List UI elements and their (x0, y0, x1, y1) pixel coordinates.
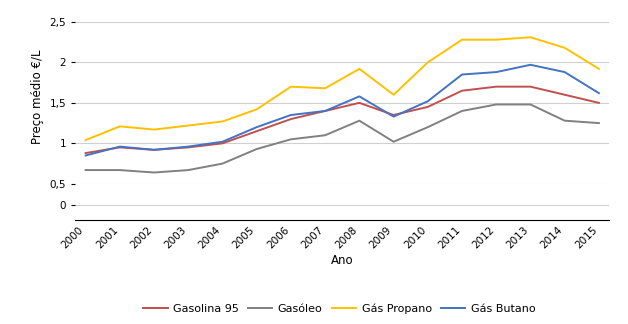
Line: Gasolina 95: Gasolina 95 (85, 87, 599, 153)
Gás Propano (219, 120, 226, 123)
Gasolina 95 (219, 141, 226, 145)
Gás Propano (595, 67, 603, 71)
Gás Propano (527, 35, 534, 39)
Gás Propano (561, 46, 568, 50)
Line: Gás Butano: Gás Butano (85, 65, 599, 156)
Gasóleo (287, 137, 295, 141)
Gasóleo (253, 147, 261, 151)
X-axis label: Ano: Ano (331, 254, 354, 267)
Gás Butano (322, 109, 329, 113)
Gasolina 95 (82, 151, 89, 155)
Gás Propano (390, 93, 398, 97)
Gasóleo (185, 168, 192, 172)
Gasóleo (82, 168, 89, 172)
Gasolina 95 (116, 145, 124, 149)
Gás Propano (458, 38, 466, 41)
Gasolina 95 (150, 148, 158, 152)
Gasolina 95 (595, 101, 603, 105)
Gasolina 95 (561, 93, 568, 97)
Gás Butano (492, 70, 500, 74)
Gás Propano (150, 128, 158, 132)
Gás Butano (185, 145, 192, 148)
Gasóleo (561, 119, 568, 122)
Gasolina 95 (253, 129, 261, 133)
Gás Propano (185, 123, 192, 127)
Gasóleo (322, 133, 329, 137)
Gás Butano (253, 125, 261, 129)
Gasolina 95 (458, 89, 466, 93)
Y-axis label: Preço médio €/L: Preço médio €/L (31, 50, 44, 144)
Line: Gás Propano: Gás Propano (85, 37, 599, 140)
Gás Butano (458, 73, 466, 76)
Gasóleo (390, 140, 398, 144)
Gás Butano (116, 145, 124, 148)
Gasóleo (492, 102, 500, 106)
Gasóleo (595, 121, 603, 125)
Gás Propano (355, 67, 363, 71)
Gás Butano (287, 113, 295, 117)
Gás Butano (150, 148, 158, 152)
Gás Propano (492, 38, 500, 41)
Gasóleo (527, 102, 534, 106)
Gasóleo (219, 162, 226, 166)
Gás Butano (424, 99, 431, 103)
Gás Butano (82, 154, 89, 157)
Gás Butano (219, 140, 226, 144)
Gasóleo (355, 119, 363, 122)
Gasolina 95 (287, 117, 295, 121)
Gasolina 95 (527, 85, 534, 88)
Gás Butano (527, 63, 534, 67)
Gasóleo (150, 170, 158, 174)
Gás Propano (82, 138, 89, 142)
Gás Propano (424, 60, 431, 64)
Gasóleo (116, 168, 124, 172)
Gasolina 95 (492, 85, 500, 88)
Gás Butano (355, 94, 363, 98)
Gasolina 95 (424, 105, 431, 109)
Gás Propano (253, 107, 261, 111)
Gasóleo (424, 125, 431, 129)
Gasolina 95 (355, 101, 363, 105)
Gás Propano (322, 86, 329, 90)
Gás Propano (116, 124, 124, 128)
Gasolina 95 (185, 145, 192, 149)
Legend: Gasolina 95, Gasóleo, Gás Propano, Gás Butano: Gasolina 95, Gasóleo, Gás Propano, Gás B… (139, 299, 539, 318)
Gasóleo (458, 109, 466, 113)
Gasolina 95 (390, 113, 398, 117)
Gás Propano (287, 85, 295, 88)
Gás Butano (561, 70, 568, 74)
Gasolina 95 (322, 109, 329, 113)
Line: Gasóleo: Gasóleo (85, 104, 599, 172)
Gás Butano (390, 115, 398, 119)
Gás Butano (595, 91, 603, 95)
